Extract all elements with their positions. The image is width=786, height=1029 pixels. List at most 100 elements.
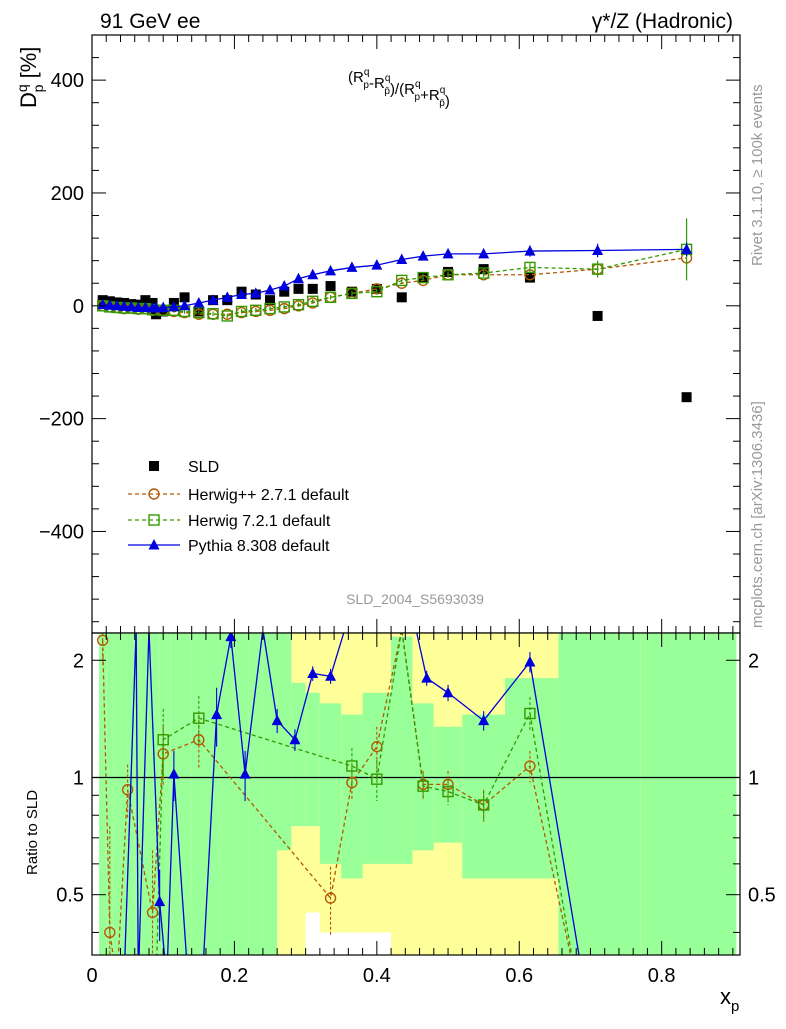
ratio-point bbox=[371, 740, 383, 753]
ratio-point bbox=[121, 784, 134, 796]
series-line bbox=[102, 248, 687, 317]
data-point bbox=[396, 253, 408, 265]
ratio-point bbox=[478, 714, 490, 726]
ratio-point bbox=[239, 768, 251, 779]
ratio-panel: 0.5 0.5 1 1 2 2 0 0.2 0.4 0.6 0.8 Ratio to SLD xp bbox=[24, 632, 776, 1015]
data-point bbox=[292, 298, 305, 311]
legend-marker bbox=[148, 514, 160, 526]
green-band bbox=[159, 633, 167, 955]
ratio-plot-area bbox=[92, 633, 740, 955]
green-band bbox=[106, 633, 114, 955]
ratio-y-tick-label: 2 bbox=[73, 650, 84, 672]
green-band bbox=[234, 633, 249, 955]
x-tick-label: 0 bbox=[86, 965, 97, 987]
ratio-point bbox=[524, 707, 536, 720]
data-point bbox=[264, 283, 276, 295]
uncertainty-bands bbox=[99, 633, 737, 955]
green-band bbox=[113, 633, 121, 955]
data-point bbox=[307, 295, 319, 307]
data-point bbox=[250, 304, 262, 317]
data-point bbox=[168, 300, 180, 312]
ratio-point bbox=[442, 686, 454, 698]
data-point bbox=[279, 286, 290, 297]
ratio-line bbox=[124, 633, 580, 955]
y-tick-label: −200 bbox=[39, 409, 84, 431]
data-point bbox=[179, 299, 191, 311]
ratio-point bbox=[154, 895, 166, 907]
ratio-point bbox=[96, 634, 109, 647]
green-band bbox=[291, 682, 306, 827]
data-point bbox=[325, 281, 336, 292]
ratio-y-axis-label: Ratio to SLD bbox=[24, 790, 41, 875]
ratio-point bbox=[225, 633, 237, 642]
data-point bbox=[278, 280, 290, 291]
green-band bbox=[220, 633, 235, 955]
data-point bbox=[278, 301, 290, 313]
ratio-series-pythia-8-308-default bbox=[124, 633, 580, 955]
data-point bbox=[236, 288, 248, 300]
ratio-point bbox=[325, 670, 337, 681]
data-point bbox=[592, 244, 604, 256]
green-band bbox=[141, 633, 149, 955]
data-point bbox=[157, 301, 169, 312]
data-point bbox=[324, 291, 337, 304]
green-band bbox=[134, 633, 142, 955]
ratio-y-tick-label: 1 bbox=[73, 767, 84, 789]
data-point bbox=[132, 301, 144, 312]
x-tick-label: 0.4 bbox=[363, 965, 391, 987]
data-point bbox=[477, 267, 490, 279]
ratio-y-tick-label-right: 0.5 bbox=[748, 885, 776, 907]
data-point bbox=[293, 272, 305, 284]
legend-item-pythia-8-308-default: Pythia 8.308 default bbox=[128, 538, 330, 555]
legend-item-herwig-7-2-1-default: Herwig 7.2.1 default bbox=[128, 513, 331, 530]
legend-marker bbox=[149, 461, 159, 471]
green-band bbox=[148, 633, 160, 955]
series-pythia-8-308-default bbox=[97, 242, 693, 313]
y-tick-label: 400 bbox=[51, 70, 84, 92]
data-point bbox=[193, 306, 205, 319]
data-point bbox=[371, 285, 383, 298]
data-point bbox=[591, 263, 604, 275]
data-point bbox=[417, 271, 429, 284]
data-point bbox=[417, 250, 429, 261]
x-axis-label: xp bbox=[720, 984, 739, 1015]
data-point bbox=[221, 291, 233, 302]
ratio-series-herwig-7-2-1-default bbox=[156, 633, 573, 955]
ratio-point bbox=[421, 672, 433, 683]
data-point bbox=[265, 295, 276, 306]
data-point bbox=[307, 268, 319, 280]
ratio-frame bbox=[91, 632, 741, 956]
data-point bbox=[140, 295, 151, 306]
data-point bbox=[442, 269, 454, 281]
ratio-point bbox=[346, 776, 358, 789]
data-point bbox=[346, 261, 358, 272]
data-point bbox=[442, 247, 454, 259]
rivet-label: Rivet 3.1.10, ≥ 100k events bbox=[749, 84, 766, 266]
ratio-y-tick-label: 0.5 bbox=[56, 885, 84, 907]
data-point bbox=[207, 294, 219, 305]
header-right: γ*/Z (Hadronic) bbox=[592, 10, 733, 33]
y-tick-label: 0 bbox=[73, 296, 84, 318]
ratio-point bbox=[346, 760, 358, 772]
green-band bbox=[205, 633, 221, 955]
x-tick-label: 0.6 bbox=[505, 965, 533, 987]
legend-item-sld: SLD bbox=[149, 459, 219, 476]
ratio-point bbox=[104, 926, 116, 939]
data-point bbox=[346, 287, 358, 300]
data-point bbox=[524, 245, 536, 256]
data-point bbox=[371, 259, 383, 270]
data-point bbox=[478, 247, 490, 259]
green-band bbox=[319, 703, 342, 864]
data-point bbox=[524, 272, 535, 283]
green-band bbox=[558, 633, 641, 955]
legend-label: Pythia 8.308 default bbox=[188, 538, 330, 555]
ratio-point bbox=[271, 714, 283, 726]
data-point bbox=[681, 243, 693, 254]
legend-marker bbox=[148, 539, 160, 550]
ratio-point bbox=[417, 780, 429, 792]
analysis-id: SLD_2004_S5693039 bbox=[346, 591, 484, 607]
ratio-y-tick-label-right: 1 bbox=[748, 767, 759, 789]
ratio-point bbox=[477, 799, 490, 811]
